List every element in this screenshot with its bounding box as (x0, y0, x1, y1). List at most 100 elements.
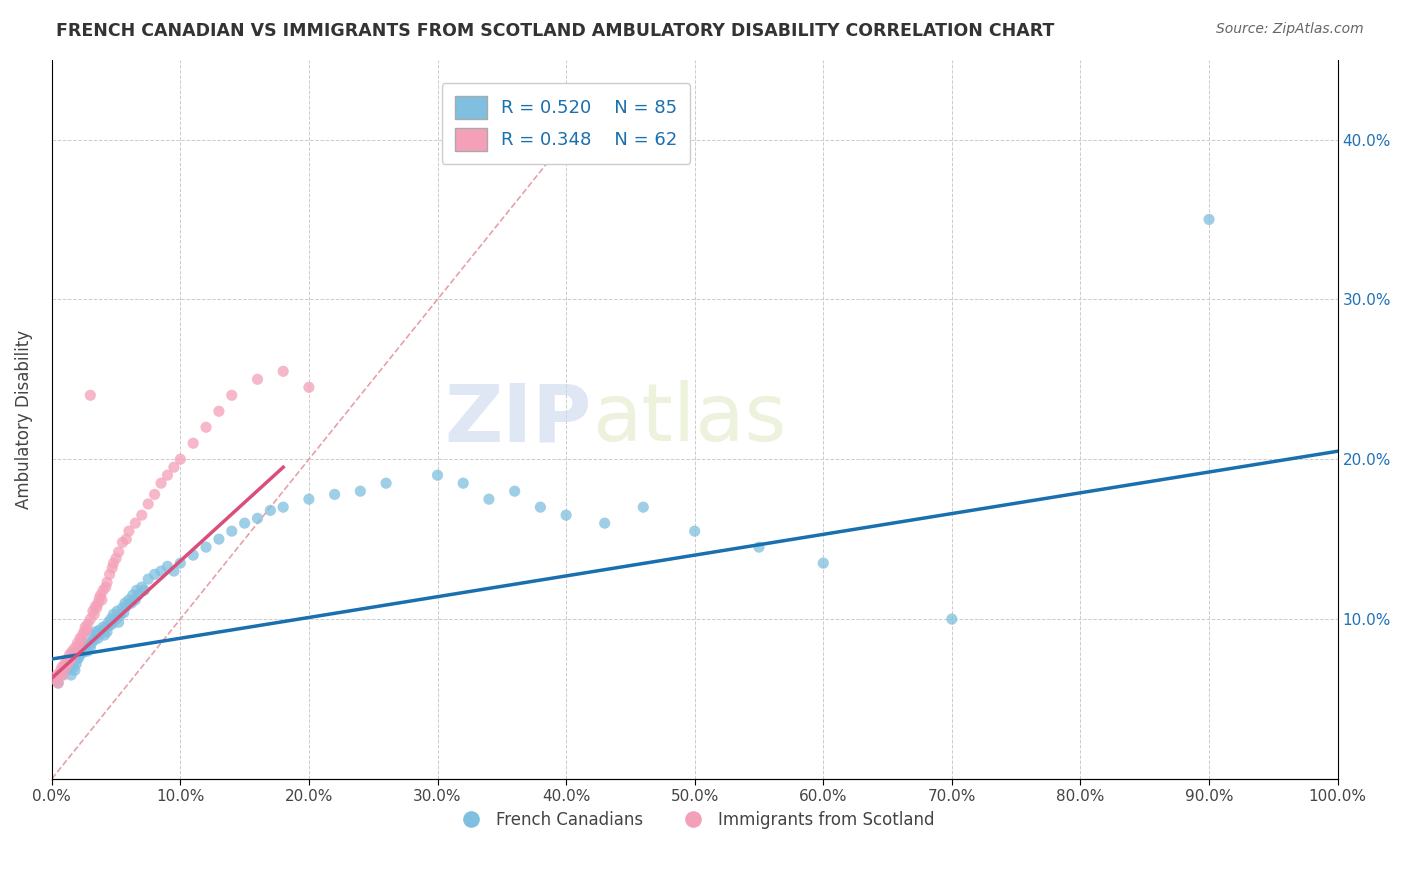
Point (56, 652, 79, 666)
Point (112, 606, 135, 620)
Point (127, 588, 149, 602)
Point (136, 572, 159, 586)
Point (107, 545, 129, 559)
Point (529, 500, 551, 515)
Point (98, 567, 121, 582)
Point (63, 640, 86, 655)
Point (118, 593, 141, 607)
Point (426, 468, 449, 483)
Point (259, 503, 281, 517)
Point (124, 516, 146, 531)
Point (208, 404, 231, 418)
Point (103, 607, 125, 622)
Point (76, 624, 98, 638)
Point (60, 652, 83, 666)
Point (87, 596, 110, 610)
Point (478, 492, 501, 507)
Point (73, 639, 96, 653)
Point (60, 644, 83, 658)
Point (349, 484, 371, 499)
Y-axis label: Ambulatory Disability: Ambulatory Disability (15, 330, 32, 508)
Point (45, 668, 67, 682)
Point (52, 668, 75, 682)
Point (121, 596, 143, 610)
Point (63, 663, 86, 677)
Point (83, 607, 105, 622)
Point (941, 612, 963, 626)
Point (67, 639, 90, 653)
Text: atlas: atlas (592, 380, 786, 458)
Point (49, 663, 72, 677)
Point (156, 468, 179, 483)
Point (93, 628, 115, 642)
Point (111, 600, 134, 615)
Point (83, 632, 105, 647)
Point (181, 548, 204, 562)
Point (298, 380, 321, 394)
Point (60, 652, 83, 666)
Point (96, 575, 118, 590)
Point (69, 647, 91, 661)
Point (70, 640, 93, 655)
Point (683, 524, 706, 538)
Point (66, 636, 89, 650)
Point (169, 452, 191, 467)
Legend: French Canadians, Immigrants from Scotland: French Canadians, Immigrants from Scotla… (449, 804, 942, 835)
Point (45, 673, 67, 687)
Point (62, 660, 84, 674)
Point (169, 556, 191, 570)
Point (76, 616, 98, 631)
Point (150, 564, 173, 578)
Point (62, 647, 84, 661)
Point (46, 676, 69, 690)
Point (72, 646, 94, 660)
Point (90, 626, 112, 640)
Point (103, 556, 125, 570)
Text: FRENCH CANADIAN VS IMMIGRANTS FROM SCOTLAND AMBULATORY DISABILITY CORRELATION CH: FRENCH CANADIAN VS IMMIGRANTS FROM SCOTL… (56, 22, 1054, 40)
Point (150, 476, 173, 491)
Point (56, 663, 79, 677)
Point (70, 632, 93, 647)
Point (298, 492, 321, 507)
Point (195, 420, 218, 434)
Point (163, 564, 186, 578)
Point (51, 660, 73, 674)
Point (748, 540, 770, 554)
Point (55, 660, 77, 674)
Point (73, 624, 96, 639)
Point (87, 632, 110, 646)
Point (323, 487, 346, 501)
Point (111, 535, 134, 549)
Point (90, 588, 112, 602)
Point (75, 644, 97, 658)
Point (208, 532, 231, 546)
Text: Source: ZipAtlas.com: Source: ZipAtlas.com (1216, 22, 1364, 37)
Point (90, 593, 112, 607)
Point (59, 647, 82, 661)
Point (69, 632, 91, 646)
Point (246, 511, 269, 525)
Point (1198, 212, 1220, 227)
Point (86, 600, 108, 615)
Point (58, 655, 80, 669)
Point (156, 559, 179, 574)
Point (555, 508, 578, 523)
Point (98, 618, 121, 632)
Point (46, 676, 69, 690)
Point (53, 660, 76, 674)
Point (91, 620, 114, 634)
Point (89, 624, 111, 638)
Point (66, 652, 89, 666)
Point (181, 436, 204, 450)
Point (136, 497, 159, 511)
Point (100, 612, 122, 626)
Point (94, 580, 117, 594)
Point (66, 644, 89, 658)
Point (143, 567, 166, 582)
Point (53, 657, 76, 671)
Point (107, 615, 129, 630)
Point (131, 508, 153, 523)
Point (115, 532, 138, 546)
Point (96, 624, 118, 639)
Point (221, 524, 243, 538)
